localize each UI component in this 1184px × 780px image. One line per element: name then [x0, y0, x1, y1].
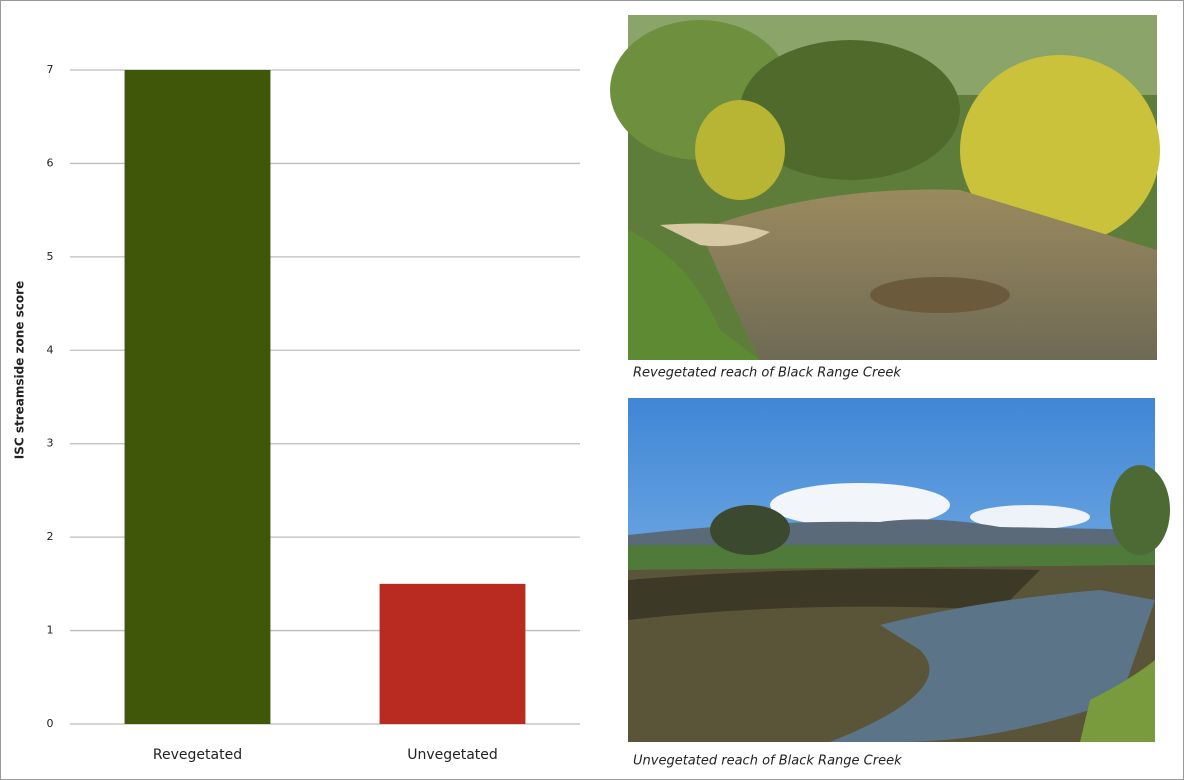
x-tick-label: Unvegetated — [407, 747, 498, 763]
y-tick-label: 7 — [47, 63, 54, 76]
bar — [124, 70, 271, 724]
y-tick-label: 1 — [47, 624, 54, 637]
photo-revegetated — [610, 15, 1160, 360]
y-tick-label: 3 — [47, 437, 54, 450]
x-tick-label: Revegetated — [153, 747, 242, 763]
y-tick-label: 5 — [47, 250, 54, 263]
photo-caption: Unvegetated reach of Black Range Creek — [633, 754, 902, 769]
y-tick-label: 2 — [47, 530, 54, 543]
y-tick-label: 0 — [47, 717, 54, 730]
photo-caption: Revegetated reach of Black Range Creek — [633, 366, 901, 381]
y-tick-label: 6 — [47, 156, 54, 169]
y-tick-label: 4 — [47, 343, 54, 356]
bar — [379, 583, 526, 724]
photo-unvegetated — [628, 398, 1170, 742]
y-axis-title: ISC streamside zone score — [13, 281, 27, 459]
